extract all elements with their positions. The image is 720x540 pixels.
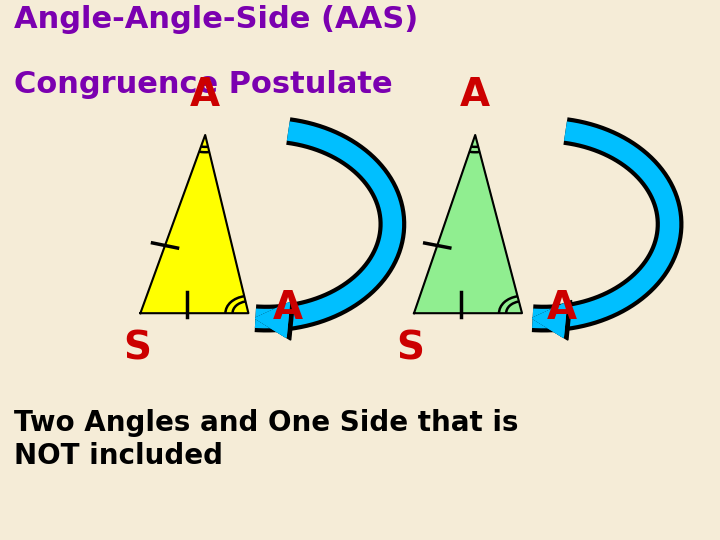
Text: Angle-Angle-Side (AAS): Angle-Angle-Side (AAS): [14, 5, 418, 35]
Polygon shape: [256, 300, 294, 340]
Polygon shape: [256, 303, 289, 337]
Text: A: A: [273, 289, 303, 327]
Text: S: S: [397, 329, 424, 367]
Polygon shape: [533, 303, 567, 337]
Text: S: S: [123, 329, 150, 367]
Text: A: A: [546, 289, 577, 327]
Text: A: A: [190, 76, 220, 113]
Text: A: A: [460, 76, 490, 113]
Polygon shape: [256, 303, 289, 337]
Polygon shape: [140, 135, 248, 313]
Polygon shape: [414, 135, 522, 313]
Polygon shape: [533, 303, 567, 337]
Text: Two Angles and One Side that is
NOT included: Two Angles and One Side that is NOT incl…: [14, 409, 519, 470]
Text: Congruence Postulate: Congruence Postulate: [14, 70, 393, 99]
Polygon shape: [256, 303, 289, 337]
Polygon shape: [533, 300, 572, 340]
Polygon shape: [533, 303, 567, 337]
